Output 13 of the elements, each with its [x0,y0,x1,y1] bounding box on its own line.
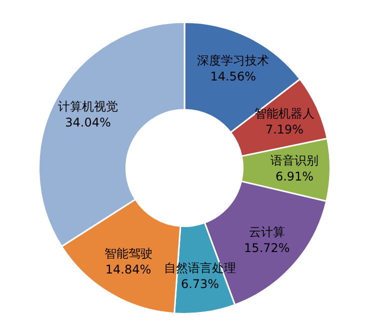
data-label: 14.56% [210,69,256,84]
slice-label: 智能驾驶 [104,246,152,261]
data-label: 15.72% [244,241,290,256]
data-label: 14.84% [105,262,152,277]
slice-label: 语音识别 [270,154,319,168]
slice-label: 深度学习技术 [197,53,270,68]
data-label: 6.73% [180,277,220,292]
slice-label: 智能机器人 [254,106,315,120]
slice-label: 云计算 [248,225,285,240]
data-label: 34.04% [65,115,111,130]
slice-label: 计算机视觉 [58,99,118,114]
data-label: 6.91% [275,170,314,184]
data-label: 7.19% [265,122,304,136]
